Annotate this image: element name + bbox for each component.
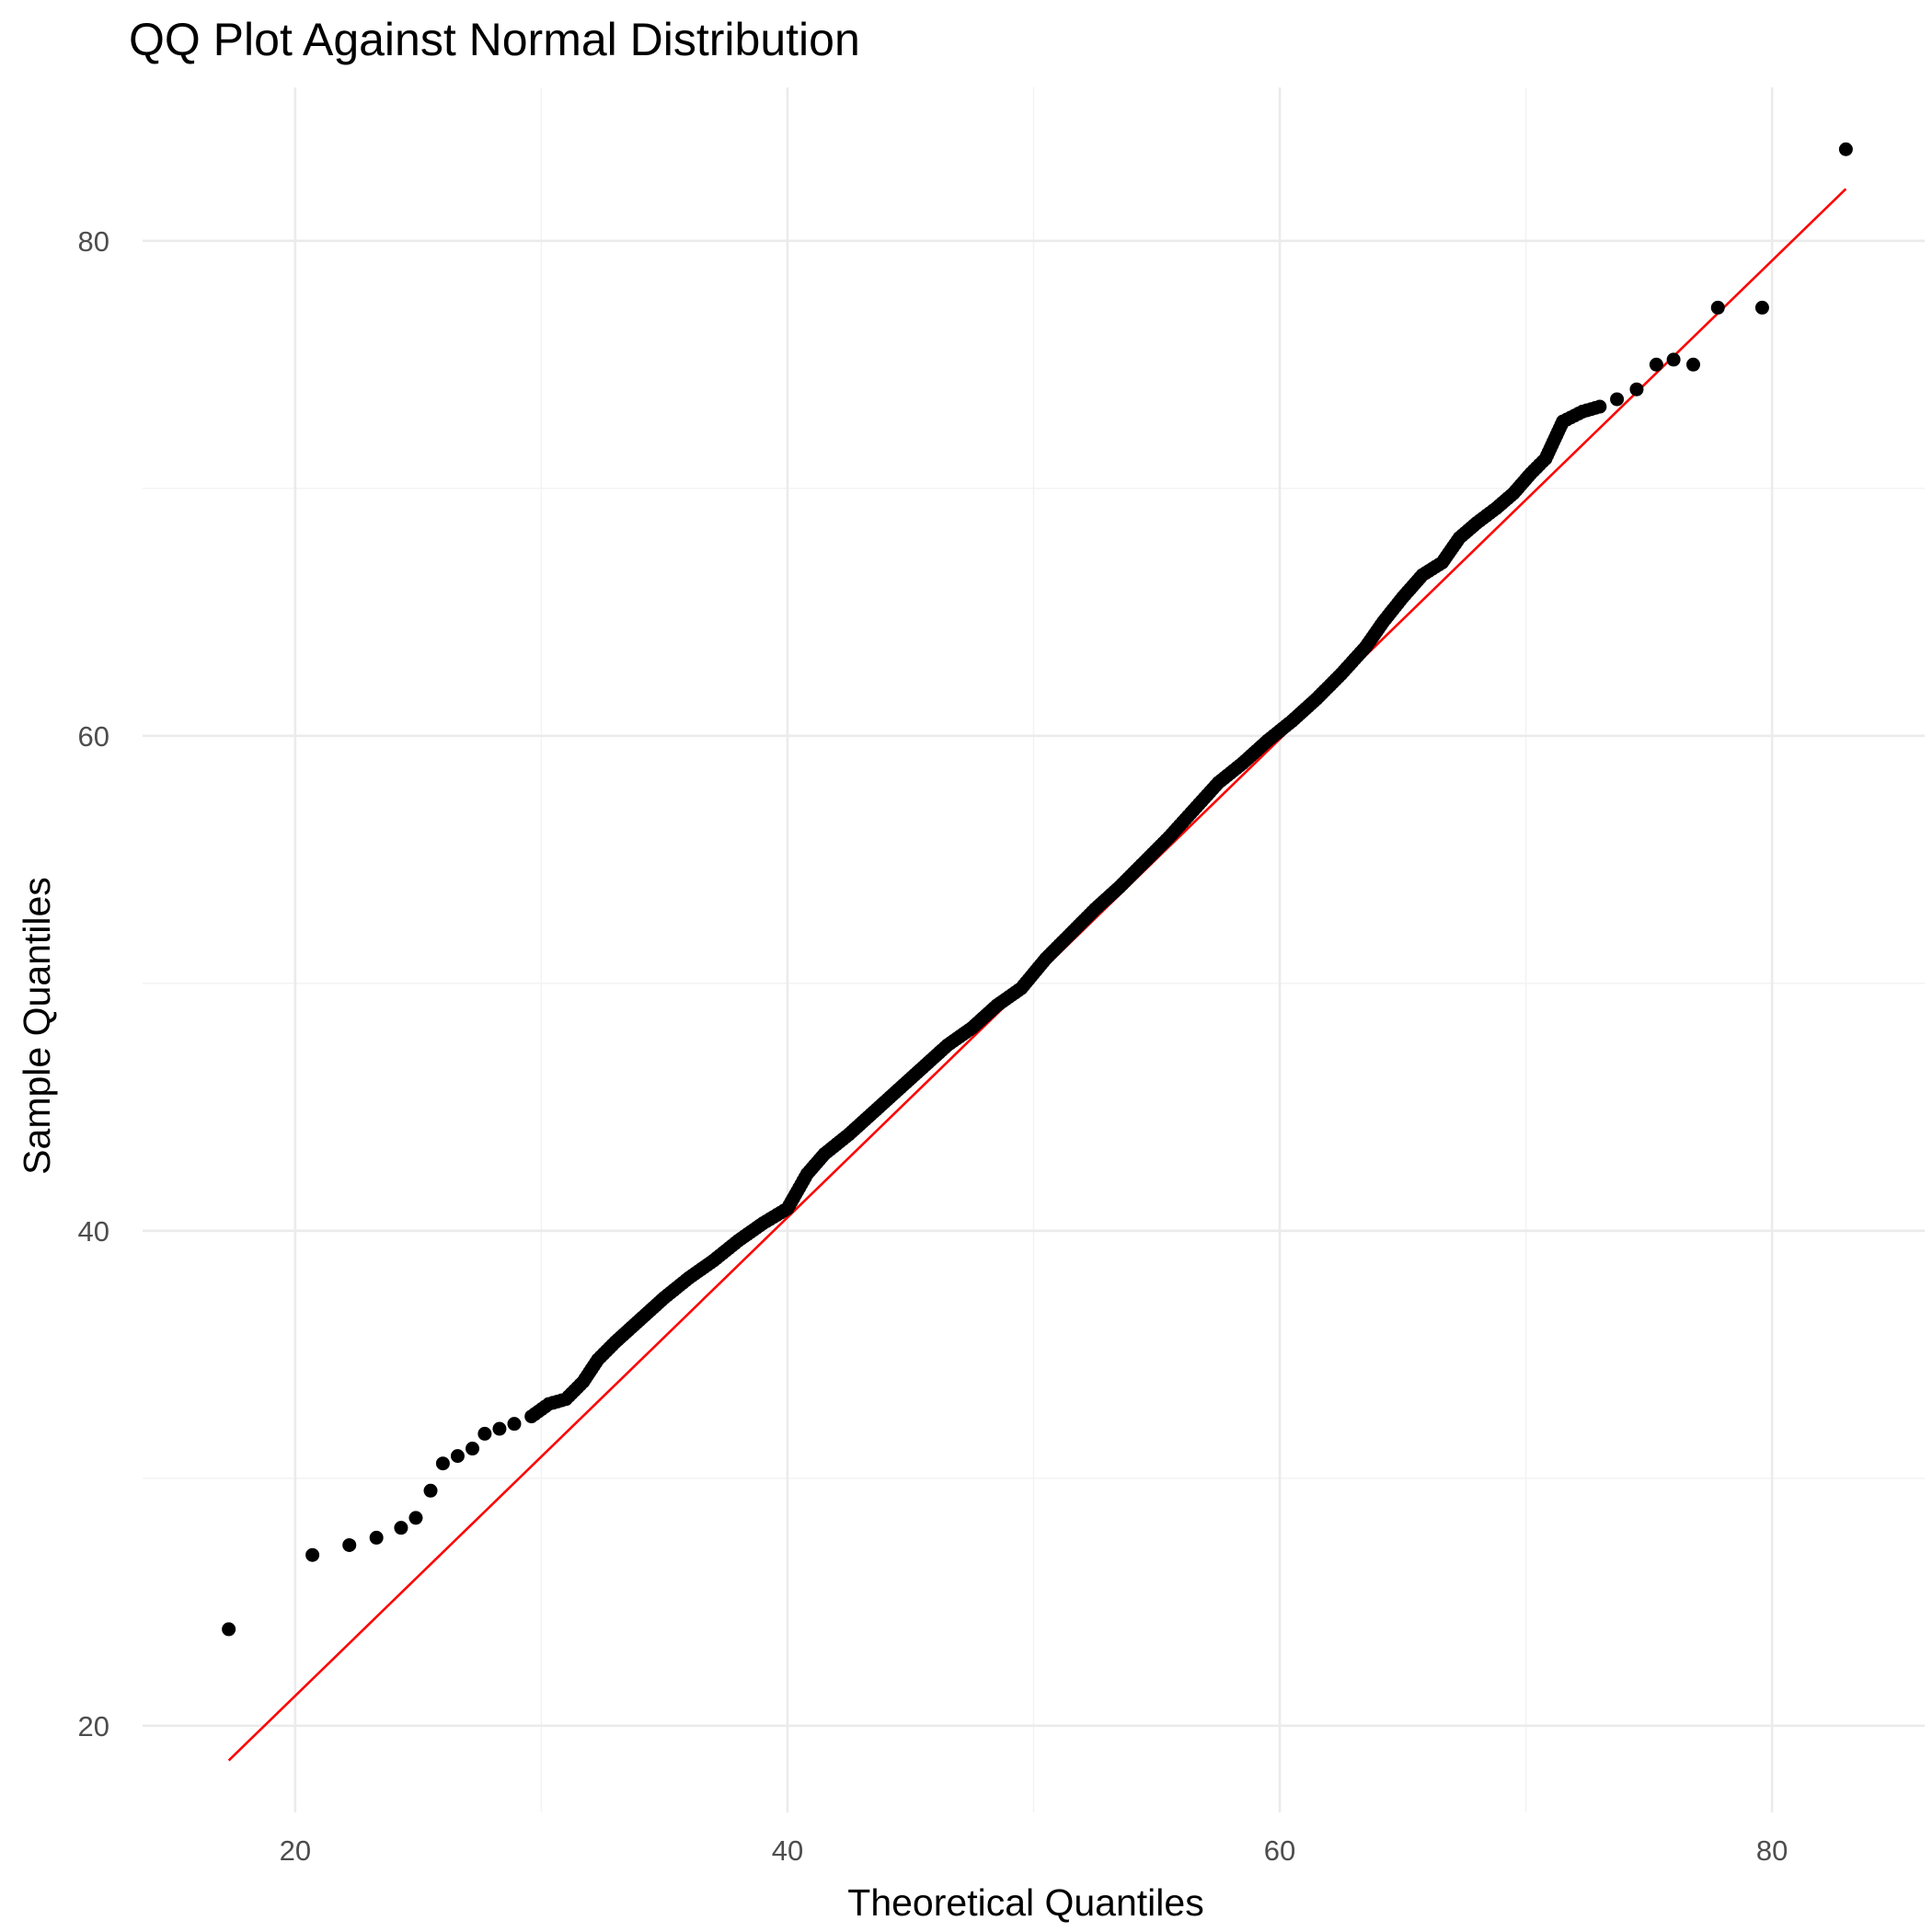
qq-point [1629, 382, 1644, 397]
qq-point [1838, 142, 1853, 156]
qq-point [435, 1456, 450, 1471]
qq-point [1754, 300, 1769, 315]
tick-labels: 20 40 60 80 20 40 60 80 [78, 225, 1788, 1867]
qq-point [477, 1426, 492, 1441]
x-tick-label: 80 [1756, 1834, 1788, 1867]
x-tick-label: 40 [772, 1834, 803, 1867]
qq-point [305, 1547, 320, 1562]
x-tick-label: 60 [1264, 1834, 1295, 1867]
y-tick-label: 80 [78, 225, 109, 258]
qq-point [423, 1483, 438, 1498]
qq-point [342, 1537, 357, 1552]
qq-point [369, 1530, 384, 1545]
qq-point [450, 1449, 465, 1464]
qq-point [1610, 392, 1625, 407]
x-axis-title: Theoretical Quantiles [847, 1881, 1203, 1924]
qq-point [1686, 357, 1701, 372]
grid-lines [143, 87, 1925, 1812]
data-points [222, 142, 1853, 1637]
qq-point [394, 1521, 408, 1535]
y-tick-label: 20 [78, 1710, 109, 1742]
chart-title: QQ Plot Against Normal Distribution [129, 14, 860, 65]
qq-point [466, 1442, 480, 1456]
qq-point [408, 1511, 423, 1525]
qq-point [1666, 352, 1681, 367]
y-tick-label: 40 [78, 1215, 109, 1248]
qq-point [507, 1417, 522, 1432]
qq-point [222, 1622, 236, 1637]
y-tick-label: 60 [78, 720, 109, 753]
x-tick-label: 20 [280, 1834, 311, 1867]
qq-point [492, 1421, 507, 1436]
qq-point [1593, 399, 1607, 414]
qq-point [1710, 300, 1725, 315]
y-axis-title: Sample Quantiles [16, 877, 58, 1175]
qq-point [1649, 357, 1663, 372]
